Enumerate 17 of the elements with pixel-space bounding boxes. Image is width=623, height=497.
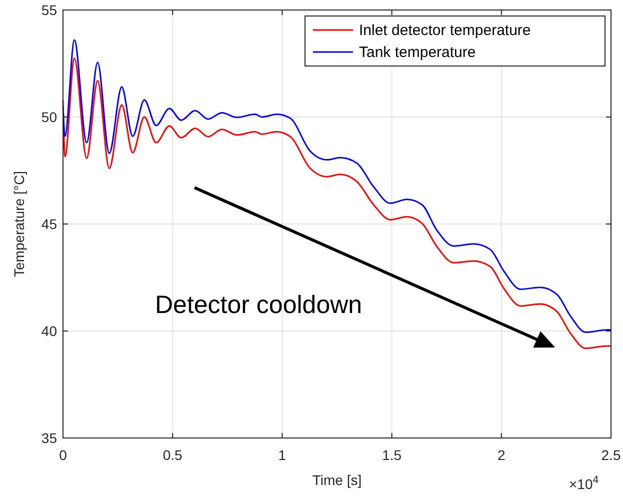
text: ×10$^{4}$ bbox=[569, 474, 599, 492]
y-tick-label: 40 bbox=[41, 323, 58, 339]
y-tick-label: 55 bbox=[41, 2, 58, 18]
annotation: Detector cooldown bbox=[155, 291, 362, 319]
legend-label: Inlet detector temperature bbox=[359, 22, 531, 39]
x-tick-label: 0.5 bbox=[162, 447, 183, 463]
x-tick-label: 1 bbox=[278, 447, 286, 463]
x-tick-label: 0 bbox=[59, 447, 68, 463]
legend-label: Tank temperature bbox=[359, 44, 476, 61]
x-axis-title: Time [s] bbox=[312, 472, 362, 488]
y-tick-label: 45 bbox=[41, 216, 58, 232]
y-tick-label: 35 bbox=[41, 430, 58, 446]
y-axis-title: Temperature [°C] bbox=[11, 171, 27, 277]
x-tick-label: 2 bbox=[498, 447, 506, 463]
x-tick-label: 1.5 bbox=[382, 447, 402, 463]
y-tick-label: 50 bbox=[41, 109, 58, 125]
x-tick-label: 2.5 bbox=[601, 447, 621, 463]
